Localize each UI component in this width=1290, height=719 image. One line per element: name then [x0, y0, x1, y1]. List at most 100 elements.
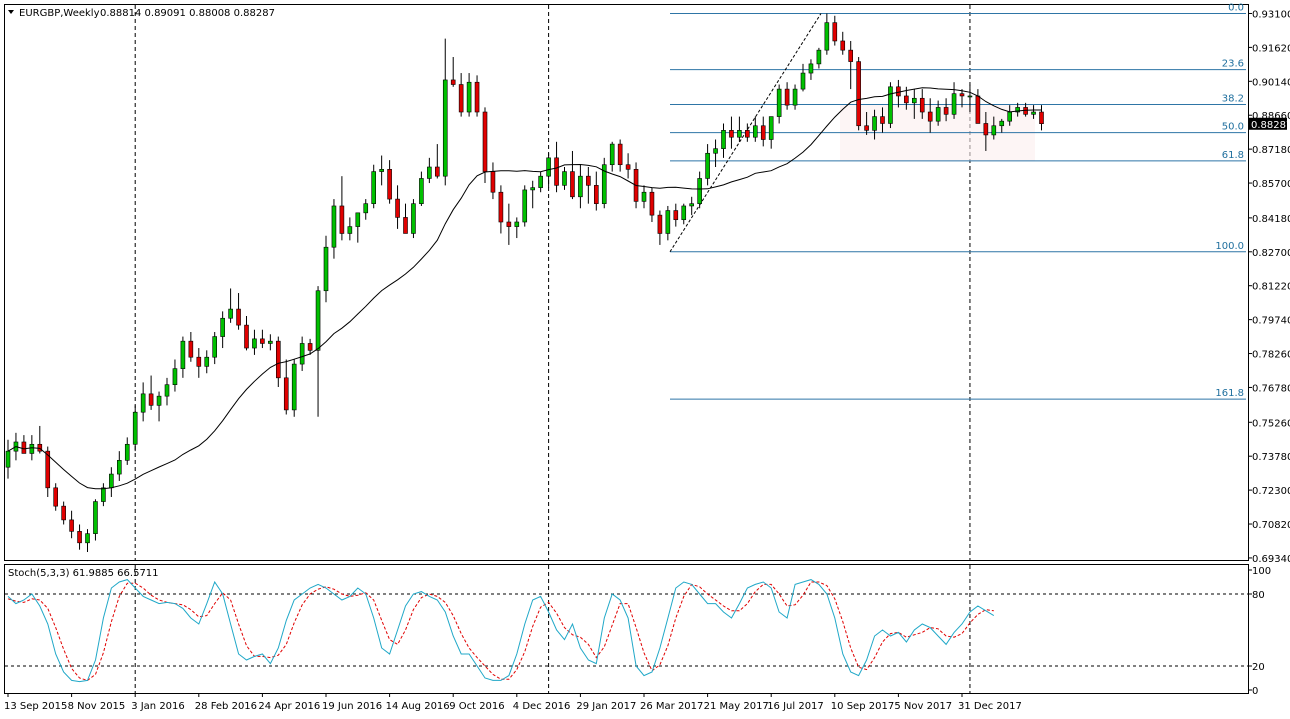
- candle: [943, 98, 949, 122]
- collapse-triangle-icon[interactable]: [8, 10, 14, 14]
- price-tick-label: 0.84180: [1252, 214, 1290, 225]
- candle: [109, 467, 114, 497]
- candle: [228, 288, 233, 323]
- candle: [888, 82, 893, 129]
- candle-body: [434, 166, 440, 177]
- candle: [896, 79, 901, 108]
- candle: [975, 89, 981, 124]
- candle-body: [911, 97, 917, 104]
- candle: [530, 180, 536, 209]
- stoch-main-line: [7, 579, 995, 683]
- candle-body: [307, 343, 313, 351]
- candle-body: [1007, 111, 1013, 122]
- candle-body: [999, 120, 1005, 127]
- candle-body: [1031, 111, 1036, 115]
- current-price-tag: 0.88287: [1249, 117, 1290, 131]
- candle-body: [204, 356, 210, 367]
- candle-body: [283, 377, 289, 411]
- candle-body: [1023, 107, 1028, 115]
- candle-body: [236, 308, 241, 326]
- candle: [999, 118, 1005, 133]
- candle: [474, 75, 480, 117]
- candle-body: [148, 393, 154, 406]
- candle: [450, 57, 456, 87]
- candle-body: [896, 86, 901, 97]
- candle: [419, 171, 424, 206]
- candle-body: [784, 88, 790, 106]
- stoch-tick-label: 100: [1252, 566, 1271, 577]
- candle-body: [85, 533, 90, 544]
- time-tick-label: 26 Mar 2017: [640, 701, 703, 712]
- stoch-axis: 100 80 20 0: [1248, 566, 1271, 697]
- candle-body: [872, 116, 877, 131]
- candle: [689, 196, 695, 216]
- fib-level-label: 100.0: [1215, 241, 1244, 252]
- candle-body: [649, 191, 655, 216]
- fib-level-label: 0.0: [1228, 2, 1244, 13]
- candle: [752, 116, 758, 142]
- candle-body: [387, 169, 392, 200]
- candle-body: [1039, 111, 1044, 124]
- candle: [784, 82, 790, 110]
- candle: [506, 203, 512, 245]
- candle: [586, 167, 591, 204]
- candle-body: [943, 107, 949, 115]
- candle: [967, 84, 973, 113]
- candle: [490, 162, 496, 200]
- candle-body: [77, 531, 82, 544]
- candle: [729, 116, 734, 149]
- candle: [872, 109, 877, 140]
- candle-body: [188, 340, 194, 358]
- time-tick-label: 9 Oct 2016: [449, 701, 504, 712]
- candle-body: [212, 336, 217, 358]
- candle: [745, 123, 750, 142]
- candle: [1031, 105, 1036, 119]
- candle-body: [721, 130, 726, 149]
- candle: [117, 451, 122, 481]
- candle-body: [21, 441, 27, 454]
- candle-body: [880, 116, 885, 124]
- candle-body: [315, 290, 321, 351]
- candle: [148, 375, 154, 410]
- candle: [983, 112, 989, 151]
- candle-body: [776, 88, 782, 117]
- candle-body: [848, 49, 854, 62]
- candle: [69, 510, 74, 539]
- price-tick-label: 0.87180: [1252, 145, 1290, 156]
- candle-body: [705, 152, 710, 179]
- candle: [737, 116, 742, 142]
- candle-body: [530, 187, 536, 191]
- candle: [442, 38, 448, 186]
- ohlc-values: 0.88814 0.89091 0.88008 0.88287: [100, 8, 275, 19]
- fib-level-label: 38.2: [1222, 93, 1244, 104]
- candle-body: [196, 356, 202, 367]
- candle-body: [927, 111, 933, 122]
- candle: [641, 185, 647, 209]
- candle: [101, 483, 106, 507]
- stoch-signal-line: [7, 581, 994, 681]
- fibonacci-retracement[interactable]: 0.0 23.6 38.2 50.0 61.8 100.0 161.8: [670, 2, 1246, 400]
- stochastic-oscillator: [5, 579, 1248, 683]
- main-chart-frame: [4, 4, 1249, 561]
- candle-body: [419, 178, 424, 204]
- candle-body: [745, 130, 750, 138]
- candle-body: [554, 157, 559, 186]
- candle-body: [403, 217, 408, 234]
- candle: [514, 217, 520, 239]
- candle-body: [975, 95, 981, 124]
- candle-body: [109, 473, 114, 489]
- candle-body: [69, 519, 74, 532]
- candle-body: [983, 123, 989, 136]
- candle: [498, 185, 504, 234]
- candle: [617, 139, 623, 172]
- candle: [172, 359, 178, 392]
- candle: [681, 203, 687, 225]
- candle-body: [522, 189, 528, 223]
- candle: [252, 329, 257, 355]
- candle-body: [816, 49, 822, 65]
- candle: [180, 336, 186, 378]
- candle-body: [482, 111, 488, 172]
- candle: [1039, 105, 1044, 131]
- candle: [840, 31, 846, 55]
